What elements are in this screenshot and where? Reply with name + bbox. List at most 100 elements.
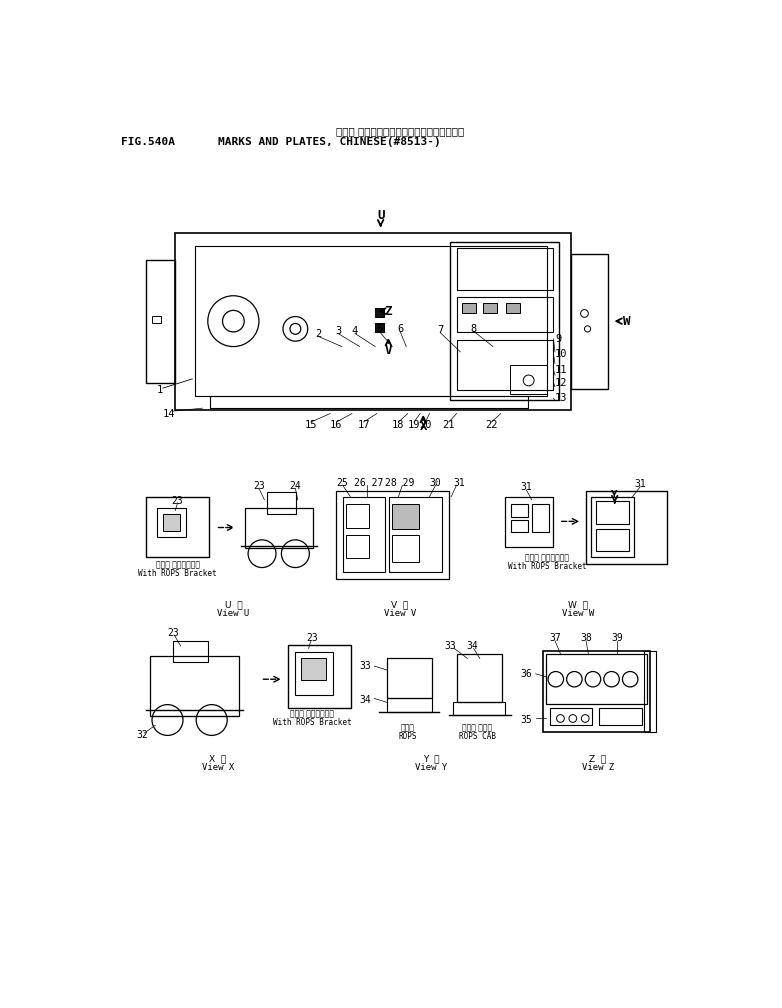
Text: 11: 11 [555,365,568,375]
Text: X: X [419,420,427,433]
Text: FIG.540A: FIG.540A [121,137,175,147]
Text: View X: View X [202,763,234,772]
Text: 10: 10 [555,349,568,359]
Bar [145,260,175,383]
Bar [543,651,651,732]
Bar [504,497,553,546]
Bar [173,641,208,662]
Bar [511,504,528,517]
Text: 18: 18 [393,420,405,430]
Text: MARKS AND PLATES, CHINESE(#8513-): MARKS AND PLATES, CHINESE(#8513-) [218,137,440,147]
Bar [267,492,296,514]
Bar [288,644,351,708]
Text: 26 27: 26 27 [354,478,384,488]
Text: 34: 34 [360,695,371,705]
Text: 4: 4 [352,327,358,337]
Text: 5: 5 [376,324,382,334]
Bar [375,308,384,317]
Text: 8: 8 [471,324,477,334]
Text: 34: 34 [466,641,478,651]
Text: ROPS CAB: ROPS CAB [459,732,496,741]
Text: Z: Z [385,304,392,318]
Bar [156,507,186,536]
Bar [393,535,419,562]
Text: 21: 21 [443,420,455,430]
Text: 20: 20 [419,420,432,430]
Text: ロプス: ロプス [401,723,414,732]
Text: 28 29: 28 29 [386,478,414,488]
Bar [210,396,528,408]
Text: 31: 31 [453,478,465,488]
Text: ロプス キャブ: ロプス キャブ [462,723,493,732]
Bar [644,651,656,732]
Bar [596,501,629,524]
Bar [550,708,592,725]
Bar [336,491,449,580]
Text: 23: 23 [307,633,318,643]
Bar [245,507,314,547]
Bar [457,654,501,702]
Bar [510,365,547,394]
Text: 23: 23 [167,628,179,638]
Text: 12: 12 [555,378,568,388]
Bar [596,529,629,550]
Text: 36: 36 [521,669,533,678]
Text: 2: 2 [315,330,321,340]
Text: 31: 31 [521,483,533,493]
Bar [586,491,667,563]
Text: U  視: U 視 [224,600,242,609]
Text: 17: 17 [357,420,370,430]
Text: 9: 9 [555,334,561,344]
Text: 23: 23 [253,481,265,491]
Text: View W: View W [562,609,594,618]
Bar [375,324,384,332]
Text: マーク オヨビプレート（チュウコゾクゴゾ）: マーク オヨビプレート（チュウコゾクゴゾ） [336,126,465,136]
Bar [145,497,210,556]
Text: ロプス ブラケット付: ロプス ブラケット付 [526,553,569,562]
Bar [457,297,553,332]
Bar [149,656,239,716]
Text: With ROPS Bracket: With ROPS Bracket [138,570,217,579]
Text: W  視: W 視 [569,600,588,609]
Text: With ROPS Bracket: With ROPS Bracket [273,718,352,727]
Text: 6: 6 [397,324,404,334]
Text: With ROPS Bracket: With ROPS Bracket [508,562,586,572]
Bar [387,699,432,713]
Bar [506,303,520,312]
Text: 7: 7 [437,326,443,336]
Text: 24: 24 [289,481,301,491]
Text: View Z: View Z [582,763,614,772]
Text: Y: Y [612,490,618,500]
Text: ロプス ブラケット付: ロプス ブラケット付 [290,710,335,719]
Text: View V: View V [384,609,416,618]
Bar [511,520,528,532]
Bar [175,233,571,409]
Bar [195,247,547,396]
Text: Z  視: Z 視 [589,754,606,763]
Text: 33: 33 [360,661,371,671]
Text: W: W [622,314,630,328]
Bar [591,497,634,556]
Bar [343,497,386,573]
Text: View U: View U [217,609,249,618]
Text: ロプス ブラケット付: ロプス ブラケット付 [156,560,199,570]
Bar [393,504,419,529]
Text: 22: 22 [485,420,497,430]
Bar [301,658,325,680]
Bar [483,303,497,312]
Text: 19: 19 [407,420,420,430]
Text: U: U [377,210,385,222]
Bar [389,497,442,573]
Bar [547,654,647,704]
Bar [599,708,642,725]
Bar [387,658,432,699]
Text: V: V [385,344,392,357]
Bar [457,248,553,290]
Bar [450,242,559,400]
Bar [346,535,369,558]
Text: 37: 37 [549,633,561,643]
Bar [346,504,369,527]
Text: 16: 16 [330,420,343,430]
Text: 14: 14 [163,408,175,418]
Text: 23: 23 [172,496,184,506]
